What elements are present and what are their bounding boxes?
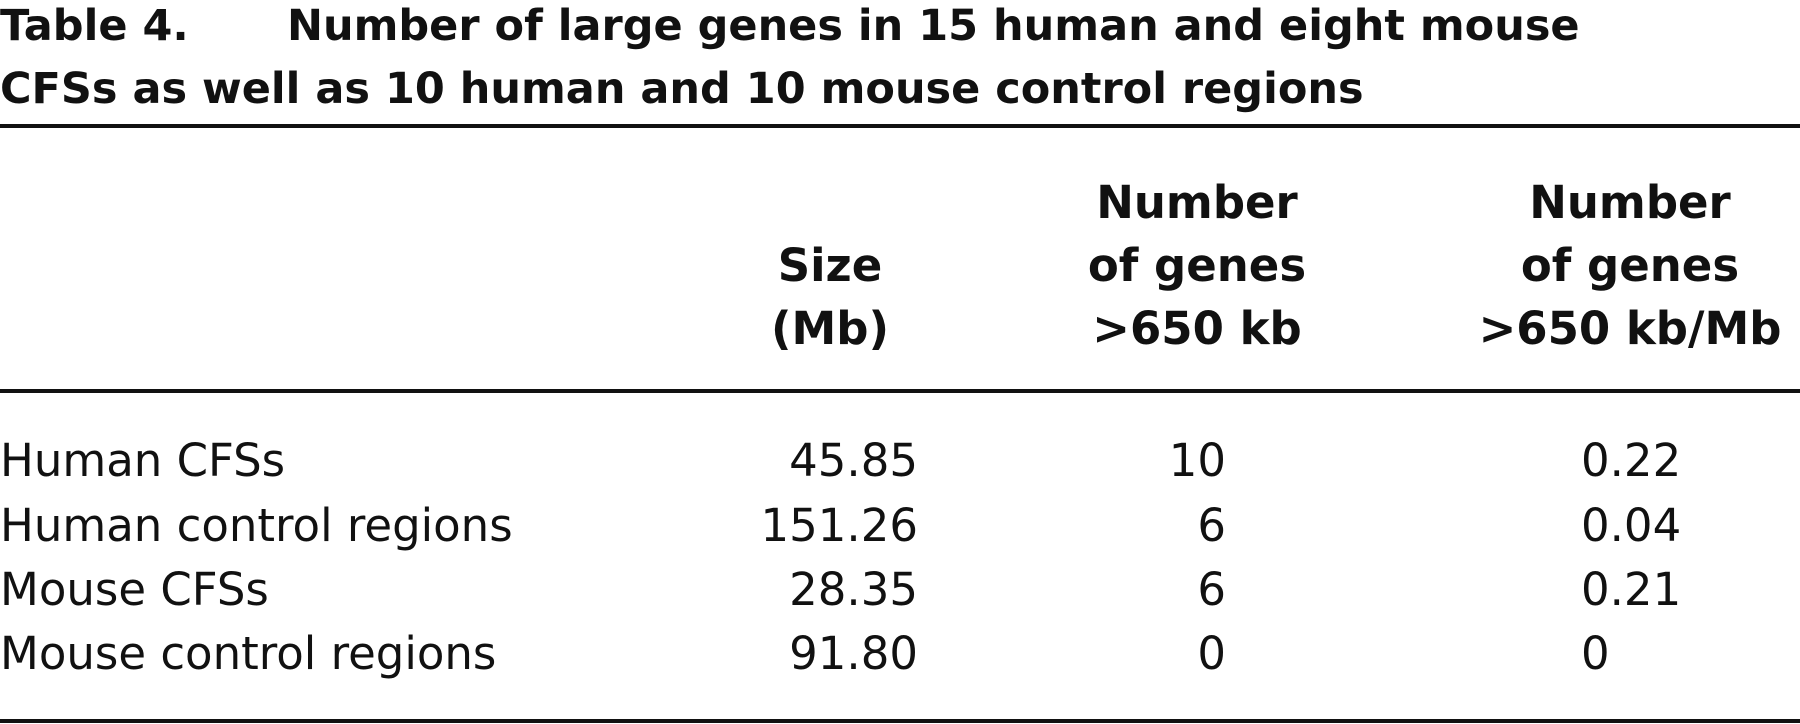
- column-header: Number: [1529, 176, 1731, 229]
- column-header: >650 kb: [1092, 302, 1301, 355]
- table-title: Number of large genes in 15 human and ei…: [287, 1, 1580, 51]
- row-label: Human control regions: [0, 499, 513, 552]
- column-header: of genes: [1521, 239, 1739, 292]
- cell: 10: [1169, 434, 1226, 487]
- cell: 0: [1197, 627, 1226, 680]
- cell: 0: [1581, 627, 1610, 680]
- row-label: Mouse CFSs: [0, 563, 269, 616]
- table-title: CFSs as well as 10 human and 10 mouse co…: [0, 64, 1364, 114]
- bottom-rule: [0, 719, 1800, 723]
- row-label: Mouse control regions: [0, 627, 496, 680]
- cell: 151.26: [761, 499, 918, 552]
- cell: 28.35: [789, 563, 918, 616]
- column-header: Number: [1096, 176, 1298, 229]
- cell: 6: [1197, 563, 1226, 616]
- cell: 91.80: [789, 627, 918, 680]
- column-header: (Mb): [771, 302, 889, 355]
- cell: 6: [1197, 499, 1226, 552]
- cell: 0.04: [1581, 499, 1681, 552]
- table-label: Table 4.: [0, 1, 189, 51]
- column-header: >650 kb/Mb: [1479, 302, 1782, 355]
- cell: 0.21: [1581, 563, 1681, 616]
- top-rule: [0, 124, 1800, 128]
- column-header: of genes: [1088, 239, 1306, 292]
- header-rule: [0, 389, 1800, 393]
- row-label: Human CFSs: [0, 434, 285, 487]
- cell: 45.85: [789, 434, 918, 487]
- column-header: Size: [778, 239, 883, 292]
- cell: 0.22: [1581, 434, 1681, 487]
